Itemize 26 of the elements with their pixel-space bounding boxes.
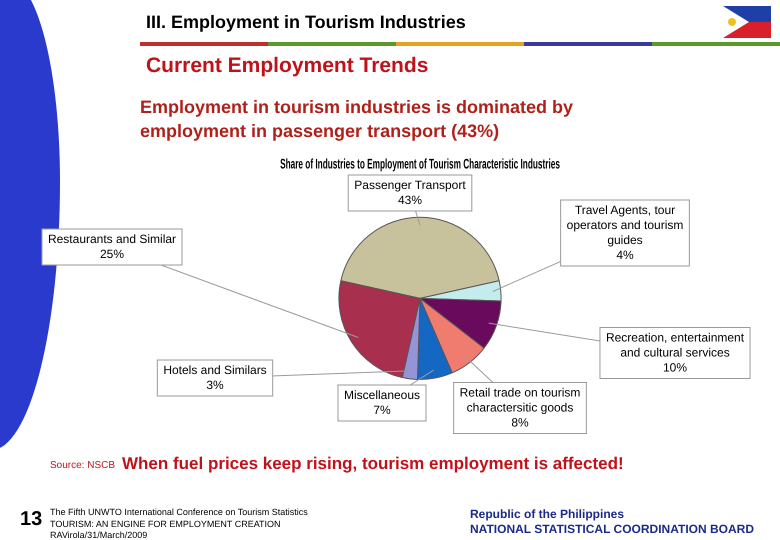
data-label: 4%: [616, 248, 634, 262]
slice-label: Recreation, entertainment and cultural services: [606, 330, 745, 360]
text: RAVirola/31/March/2009: [50, 530, 148, 540]
slice-label: Retail trade on tourism charactersitic goods: [460, 385, 580, 414]
data-label: 25%: [100, 246, 124, 261]
slice-label: Restaurants and Similar: [48, 232, 176, 246]
slice-label: Miscellaneous: [344, 388, 420, 402]
text: 13: [20, 508, 42, 531]
data-label: 43%: [398, 192, 422, 207]
slice-label: Hotels and Similars: [163, 362, 267, 377]
text: TOURISM: AN ENGINE FOR EMPLOYMENT CREATION: [50, 519, 281, 529]
text: Republic of the Philippines: [470, 507, 624, 521]
text: Employment in tourism industries is dominated by employment in passenger transport (43%): [140, 96, 574, 143]
text: The Fifth UNWTO International Conference on Tourism Statistics: [50, 507, 308, 517]
text: Current Employment Trends: [146, 54, 428, 78]
source-note: Source: NSCB: [50, 460, 116, 471]
data-label: 7%: [373, 402, 391, 417]
chart-title: Share of Industries to Employment of Tourism Characteristic Industries: [280, 157, 560, 172]
slice-label: Travel Agents, tour operators and tourism guides: [566, 202, 684, 247]
data-label: 3%: [206, 378, 224, 392]
data-label: 10%: [662, 360, 688, 374]
text: III. Employment in Tourism Industries: [146, 12, 466, 33]
data-label: 8%: [511, 415, 529, 430]
text: When fuel prices keep rising, tourism employment is affected!: [122, 454, 624, 474]
text: NATIONAL STATISTICAL COORDINATION BOARD: [470, 522, 754, 536]
slice-label: Passenger Transport: [354, 178, 466, 192]
